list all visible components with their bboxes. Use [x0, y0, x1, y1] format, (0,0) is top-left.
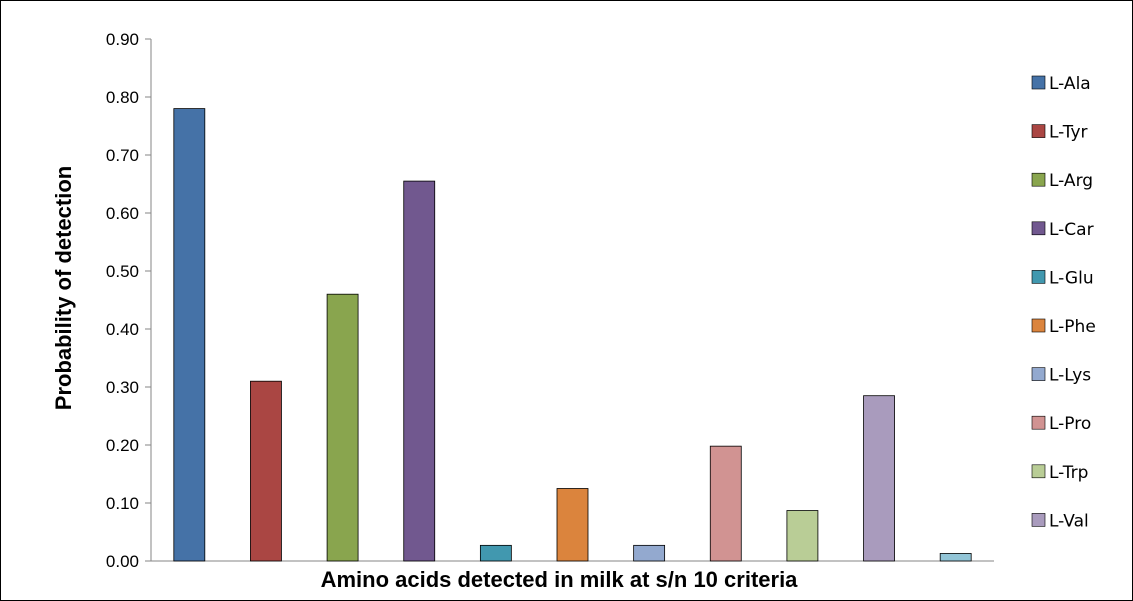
legend-label: L-Pro	[1049, 414, 1091, 434]
y-tick-label: 0.00	[106, 552, 139, 571]
legend-label: L-Lys	[1049, 366, 1091, 386]
bar-l-lys	[633, 544, 666, 562]
legend-swatch	[1031, 75, 1046, 90]
legend-label: L-Trp	[1049, 463, 1088, 483]
y-axis-title: Probability of detection	[51, 166, 76, 410]
bar-l-ala	[173, 108, 206, 562]
legend-swatch	[1031, 415, 1046, 430]
bar-l-arg	[326, 293, 359, 562]
legend-swatch	[1031, 464, 1046, 479]
legend-swatch	[1031, 318, 1046, 333]
y-tick-label: 0.60	[106, 204, 139, 223]
legend-label: L-Val	[1049, 511, 1089, 531]
y-tick-label: 0.30	[106, 378, 139, 397]
y-tick-label: 0.50	[106, 262, 139, 281]
bar-l-trp	[786, 510, 819, 562]
legend-swatch	[1031, 221, 1046, 236]
y-tick-label: 0.90	[106, 30, 139, 49]
bar-l-phe	[556, 488, 589, 562]
legend-label: L-Glu	[1049, 268, 1094, 288]
legend-label: L-Arg	[1049, 171, 1093, 191]
legend-label: L-Phe	[1049, 317, 1096, 337]
legend-swatch	[1031, 172, 1046, 187]
legend-swatch	[1031, 513, 1046, 527]
y-tick-label: 0.80	[106, 88, 139, 107]
y-tick-label: 0.70	[106, 146, 139, 165]
bar-l-val	[863, 395, 895, 562]
bar-l-car	[403, 180, 436, 562]
legend: L-Ala L-Tyr L-Arg L-Car L-Glu L-Phe L-Lys L-Pro…	[1031, 74, 1096, 531]
y-tick-label: 0.20	[106, 436, 139, 455]
y-tick-label: 0.10	[106, 494, 139, 513]
legend-label: L-Tyr	[1049, 123, 1088, 143]
y-tick-label: 0.40	[106, 320, 139, 339]
bars	[173, 108, 972, 562]
bar-unlabeled	[939, 553, 972, 562]
x-axis-title: Amino acids detected in milk at s/n 10 c…	[321, 567, 799, 592]
bar-l-tyr	[250, 380, 282, 562]
bar-l-pro	[709, 445, 742, 562]
y-axis: 0.00 0.10 0.20 0.30 0.40 0.50 0.60 0.70 0.80 0.90	[106, 30, 152, 571]
bar-l-glu	[479, 544, 512, 562]
legend-swatch	[1031, 124, 1046, 138]
legend-label: L-Car	[1049, 220, 1094, 240]
legend-label: L-Ala	[1049, 74, 1091, 94]
legend-swatch	[1031, 367, 1046, 381]
legend-swatch	[1031, 270, 1046, 284]
